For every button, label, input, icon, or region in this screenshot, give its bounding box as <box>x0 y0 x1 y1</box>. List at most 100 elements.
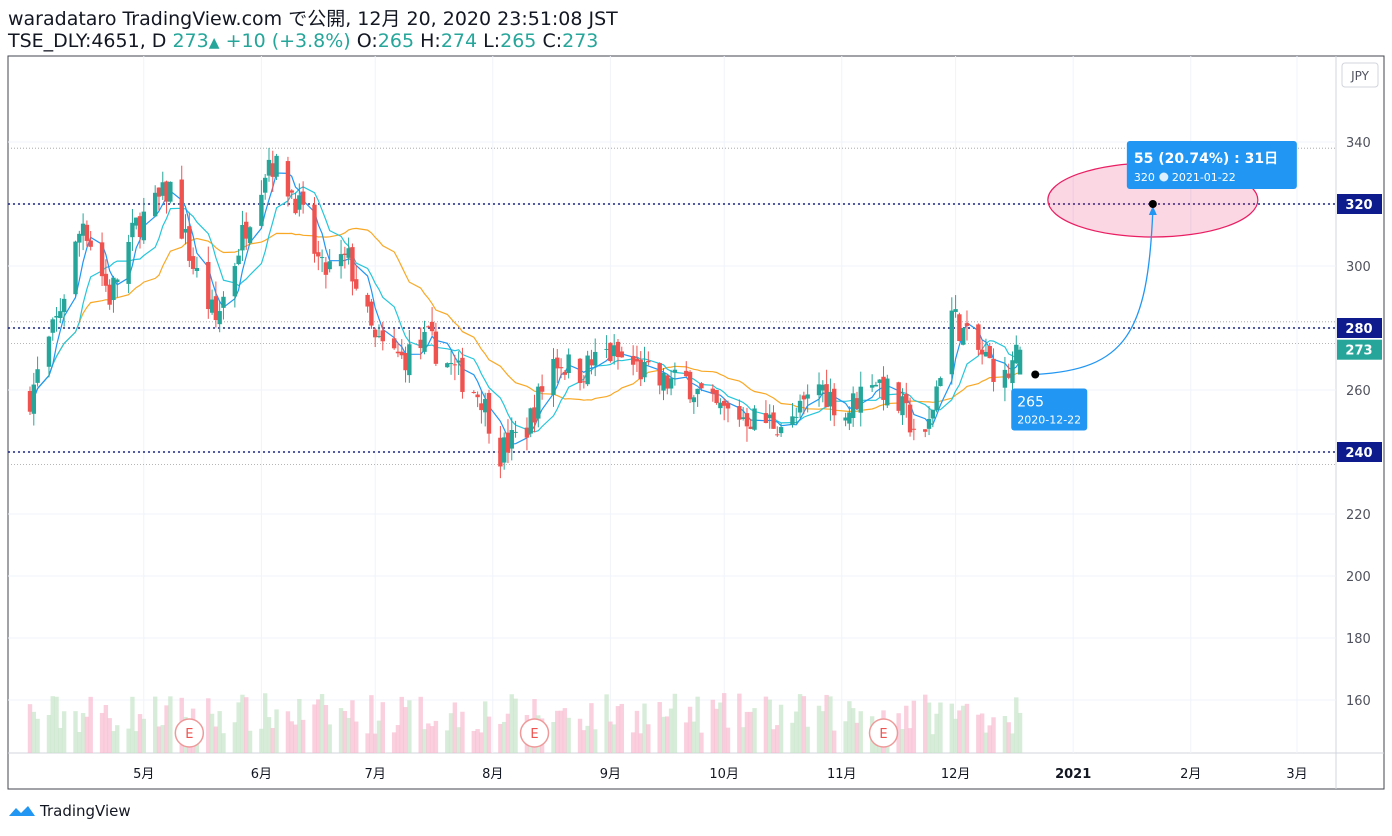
candle <box>562 370 568 380</box>
low-label: L: <box>483 30 501 52</box>
volume-bar <box>342 711 348 753</box>
candle <box>744 407 750 442</box>
candle-body <box>403 352 408 371</box>
last-price-tag-label: 273 <box>1345 344 1372 359</box>
candle <box>881 366 886 411</box>
candle <box>429 307 435 336</box>
candle <box>934 380 939 413</box>
volume-bar <box>850 708 856 753</box>
volume-bar <box>858 711 863 753</box>
volume-bar <box>911 700 917 753</box>
candle-body <box>244 221 249 239</box>
candle-body <box>31 384 36 414</box>
projection-start-point[interactable] <box>1031 370 1040 379</box>
high-label: H: <box>420 30 441 52</box>
candle-body <box>115 279 120 282</box>
candle <box>991 348 996 392</box>
y-tick-label: 200 <box>1346 570 1371 585</box>
currency-box[interactable] <box>1341 62 1379 88</box>
volume-bar <box>638 733 643 753</box>
symbol-name: TSE_DLY:4651, D <box>8 30 167 52</box>
candle <box>58 298 63 324</box>
volume-bar <box>509 694 514 753</box>
candle <box>391 329 397 350</box>
candle-body <box>183 228 188 233</box>
candle <box>426 325 431 328</box>
tradingview-logo[interactable]: TradingView <box>8 802 131 820</box>
candle-body <box>50 319 55 333</box>
candle <box>270 150 275 192</box>
volume-bar <box>479 732 484 753</box>
candle-body <box>987 346 992 359</box>
candle <box>828 378 833 421</box>
volume-bar <box>312 704 317 753</box>
volume-bar <box>407 700 412 753</box>
candle-body <box>58 311 63 318</box>
candle <box>1017 346 1023 375</box>
candle-body <box>194 268 200 271</box>
candle-body <box>684 370 689 377</box>
volume-bar <box>126 728 131 753</box>
open-value: 265 <box>377 30 415 52</box>
volume-bar <box>31 711 36 753</box>
volume-bar <box>752 708 757 753</box>
candle <box>342 246 348 269</box>
candle-body <box>445 363 450 368</box>
candle-body <box>699 383 704 389</box>
candle <box>418 327 423 360</box>
candle <box>479 390 484 424</box>
candle <box>763 400 769 424</box>
currency-label: JPY <box>1350 69 1370 83</box>
candle <box>141 197 147 244</box>
candle-body <box>820 384 826 391</box>
candle-body <box>293 198 298 214</box>
volume-bar <box>687 706 693 753</box>
volume-bar <box>619 703 624 753</box>
volume-bar <box>562 708 568 753</box>
candle <box>483 392 488 427</box>
candle <box>46 335 52 378</box>
candle <box>373 327 378 348</box>
candle <box>668 369 674 396</box>
earnings-marker[interactable] <box>519 718 550 748</box>
candle-body <box>611 345 617 357</box>
candle-body <box>869 385 875 388</box>
candle <box>979 340 985 365</box>
last-price: 273 <box>172 30 209 52</box>
candle <box>528 407 533 438</box>
candle <box>771 405 776 429</box>
volume-bar <box>771 729 776 753</box>
level-price-tag <box>1337 194 1382 214</box>
projection-curve[interactable] <box>1035 209 1154 376</box>
candle-body <box>486 392 492 434</box>
volume-bar <box>964 703 970 753</box>
candle-body <box>555 357 560 369</box>
volume-bar <box>221 733 226 753</box>
candle <box>577 357 583 391</box>
candle <box>923 429 928 438</box>
price-change: +10 (+3.8%) <box>225 30 351 52</box>
x-tick-label: 11月 <box>827 767 857 782</box>
tradingview-logo-icon <box>9 806 35 816</box>
x-tick-label: 12月 <box>941 767 971 782</box>
candle <box>285 156 291 207</box>
volume-bar <box>61 711 67 753</box>
price-chart[interactable]: E E E 265 2020-12-22 55 (20.74%) : 31日 320 202… <box>0 0 1392 800</box>
earnings-marker[interactable] <box>174 718 205 748</box>
x-tick-label: 2月 <box>1180 767 1201 782</box>
candle <box>691 395 697 414</box>
earnings-marker-label: E <box>185 727 193 742</box>
candle-body <box>247 227 253 244</box>
candle <box>896 381 901 414</box>
candle-body <box>900 396 905 416</box>
candle <box>695 388 700 407</box>
candle <box>247 225 253 245</box>
candle <box>244 212 249 250</box>
earnings-marker[interactable] <box>868 718 899 748</box>
candle <box>262 174 268 200</box>
x-tick-label: 2021 <box>1055 767 1091 782</box>
candle <box>160 171 165 200</box>
projection-end-point[interactable] <box>1148 200 1157 208</box>
candle-body <box>805 394 810 399</box>
candle-body <box>103 273 109 286</box>
